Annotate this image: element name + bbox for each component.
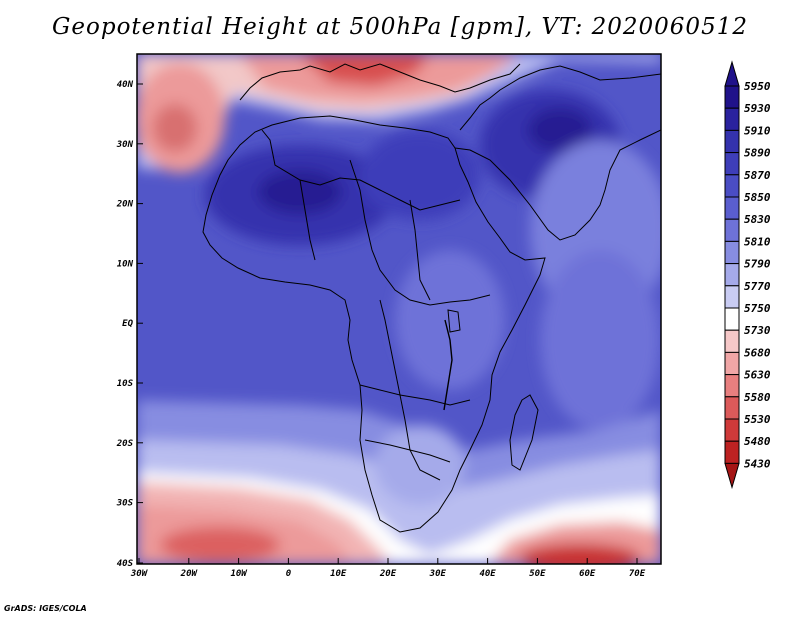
colorbar-label: 5750 <box>744 302 771 315</box>
colorbar-swatch <box>724 129 740 154</box>
mediterranean-core <box>300 54 430 86</box>
lon-label: 30W <box>130 569 149 579</box>
lat-label: 20S <box>116 439 134 449</box>
colorbar-label: 5580 <box>744 391 771 404</box>
border-line-1 <box>261 129 461 211</box>
colorbar-swatch <box>724 174 740 198</box>
lon-label: 60E <box>579 569 596 579</box>
lat-label: EQ <box>122 319 133 329</box>
lake-victoria <box>447 309 461 333</box>
height-field <box>137 54 661 564</box>
colorbar-swatch <box>724 418 740 442</box>
colorbar-label: 5770 <box>744 280 771 293</box>
lake-malawi <box>443 319 453 411</box>
colorbar-label: 5480 <box>744 435 771 448</box>
colorbar-swatch <box>724 351 740 376</box>
colorbar-swatch <box>724 329 740 353</box>
colorbar-label: 5930 <box>744 102 771 115</box>
colorbar-swatch <box>724 440 740 464</box>
lon-label: 0 <box>286 569 292 579</box>
plot-frame <box>136 53 662 565</box>
grads-credit: GrADS: IGES/COLA <box>4 604 87 613</box>
lat-label: 10S <box>117 379 134 389</box>
colorbar-swatch <box>724 85 740 109</box>
colorbar-swatch <box>724 285 740 309</box>
colorbar-top-arrow <box>724 60 740 87</box>
lat-label: 40N <box>117 80 134 90</box>
lon-label: 10W <box>230 569 248 579</box>
colorbar-label: 5680 <box>744 346 771 359</box>
colorbar-swatch <box>724 374 740 398</box>
border-line-2 <box>349 159 491 306</box>
africa-outline <box>202 115 546 533</box>
colorbar-label: 5850 <box>744 191 771 204</box>
lon-label: 10E <box>330 569 347 579</box>
colorbar-label: 5810 <box>744 235 771 248</box>
colorbar-label: 5790 <box>744 258 771 271</box>
colorbar-label: 5830 <box>744 213 771 226</box>
lon-label: 40E <box>479 569 496 579</box>
colorbar-swatch <box>724 240 740 265</box>
colorbar-label: 5950 <box>744 80 771 93</box>
colorbar-swatch <box>724 218 740 242</box>
latitude-axis: 40N 30N 20N 10N EQ 10S 20S 30S 40S <box>116 80 143 569</box>
colorbar: 5950 5930 5910 5890 5870 5850 5830 5810 5790 5770… <box>724 60 771 490</box>
lon-label: 20E <box>379 569 397 579</box>
lat-label: 40S <box>117 559 134 569</box>
colorbar-label: 5870 <box>744 169 771 182</box>
colorbar-bottom-arrow <box>724 462 740 490</box>
longitude-axis: 30W 20W 10W 0 10E 20E 30E 40E 50E 60E 70E <box>130 558 646 579</box>
lon-label: 70E <box>629 569 646 579</box>
colorbar-label: 5530 <box>744 413 771 426</box>
map-title: Geopotential Height at 500hPa [gpm], VT:… <box>52 14 748 40</box>
europe-coast <box>239 63 521 101</box>
colorbar-swatch <box>724 396 740 420</box>
coastlines <box>202 63 661 533</box>
colorbar-label: 5430 <box>744 457 771 470</box>
colorbar-label: 5910 <box>744 124 771 137</box>
colorbar-label: 5890 <box>744 147 771 160</box>
lat-label: 20N <box>116 200 134 210</box>
lat-label: 30S <box>116 499 134 509</box>
lon-label: 30E <box>429 569 447 579</box>
lat-label: 30N <box>116 140 134 150</box>
colorbar-swatch <box>724 196 740 220</box>
lat-label: 10N <box>117 259 134 269</box>
colorbar-swatch <box>724 152 740 176</box>
colorbar-label: 5630 <box>744 369 771 382</box>
colorbar-swatch <box>724 307 740 331</box>
colorbar-swatch <box>724 107 740 131</box>
colorbar-swatch <box>724 263 740 287</box>
arabia-outline <box>454 129 661 241</box>
lon-label: 20W <box>180 569 199 579</box>
lon-label: 50E <box>529 569 546 579</box>
madagascar-outline <box>509 394 539 471</box>
colorbar-label: 5730 <box>744 324 771 337</box>
